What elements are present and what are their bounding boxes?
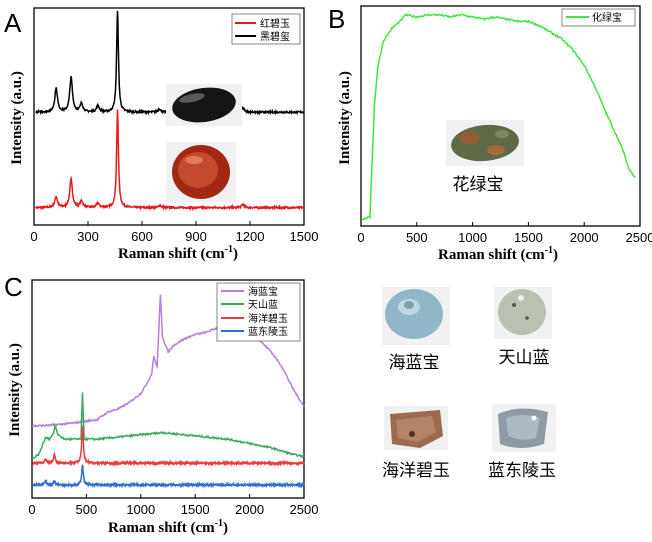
ocean-jasper-label: 海洋碧玉 <box>382 461 450 481</box>
panel-b-chart: 花绿宝 化绿宝 Raman shift (cm-1) Intensity (a.… <box>337 5 652 263</box>
black-stone-photo <box>166 84 242 126</box>
x-tick-label-panelC-2: 1000 <box>126 502 155 517</box>
panel-c-frame <box>31 279 305 499</box>
x-tick-label-panelA-3: 900 <box>185 229 207 244</box>
x-tick-label-panelA-0: 0 <box>30 229 37 244</box>
x-tick-label-panelB-0: 0 <box>357 230 364 245</box>
panel-letter-c: C <box>4 272 23 302</box>
legend-c-label-aquamarine: 海蓝宝 <box>248 285 278 298</box>
x-tick-label-panelB-5: 2500 <box>626 230 652 245</box>
x-tick-label-panelC-4: 2000 <box>235 502 264 517</box>
aquamarine-label: 海蓝宝 <box>389 353 440 373</box>
legend-c: 海蓝宝 天山蓝 海洋碧玉 蓝东陵玉 <box>216 282 301 342</box>
legend-b-label-unakite: 化绿宝 <box>592 11 622 24</box>
panel-a-frame <box>33 7 305 226</box>
x-tick-label-panelB-3: 1500 <box>514 230 543 245</box>
x-tick-label-panelC-1: 500 <box>76 502 98 517</box>
panel-c-chart: 海蓝宝 天山蓝 海洋碧玉 蓝东陵玉 Raman shift (cm-1) Int… <box>7 279 319 536</box>
legend-a-label-red-jasper: 红碧玉 <box>260 17 290 30</box>
legend-c-label-tianshan: 天山蓝 <box>248 299 278 311</box>
x-tick-label-panelC-0: 0 <box>28 502 35 517</box>
panel-a-y-axis-label: Intensity (a.u.) <box>9 71 25 165</box>
legend-c-label-ocean-jasper: 海洋碧玉 <box>248 312 288 325</box>
x-tick-label-panelC-3: 1500 <box>181 502 210 517</box>
x-tick-label-panelA-4: 1200 <box>236 229 265 244</box>
blue-aventurine-photo <box>492 404 556 452</box>
panel-b-x-axis-label: Raman shift (cm-1) <box>438 245 558 263</box>
blue-aventurine-label: 蓝东陵玉 <box>488 461 556 481</box>
legend-a-label-black-tourmaline: 黑碧玺 <box>260 30 290 43</box>
series-line-panelC-3 <box>32 464 305 489</box>
panel-c-y-axis-label: Intensity (a.u.) <box>7 343 23 437</box>
panel-b-photo-label: 花绿宝 <box>453 175 504 195</box>
panel-b-frame <box>360 5 641 227</box>
series-line-panelA-0 <box>35 109 305 212</box>
panel-a-x-axis-label: Raman shift (cm-1) <box>118 244 238 262</box>
x-tick-label-panelA-2: 600 <box>131 229 153 244</box>
panel-letter-b: B <box>328 4 345 34</box>
tianshan-blue-label: 天山蓝 <box>499 348 550 368</box>
x-tick-label-panelA-1: 300 <box>77 229 99 244</box>
panel-a-chart: 红碧玉 黑碧玺 Raman shift (cm-1) Intensity (a.… <box>9 7 319 262</box>
red-stone-photo <box>166 142 236 202</box>
legend-c-label-aventurine: 蓝东陵玉 <box>248 325 288 338</box>
series-line-panelC-2 <box>32 424 305 467</box>
legend-b: 化绿宝 <box>561 8 636 27</box>
x-tick-label-panelA-5: 1500 <box>290 229 319 244</box>
x-tick-label-panelC-5: 2500 <box>290 502 319 517</box>
x-tick-label-panelB-4: 2000 <box>570 230 599 245</box>
x-tick-label-panelB-2: 1000 <box>458 230 487 245</box>
panel-letter-a: A <box>4 8 22 38</box>
series-line-panelC-1 <box>31 392 305 460</box>
tianshan-blue-photo <box>494 287 552 339</box>
green-stone-photo <box>446 120 524 166</box>
ocean-jasper-photo <box>384 406 448 450</box>
series-line-panelB-0 <box>361 12 636 221</box>
panel-c-x-axis-label: Raman shift (cm-1) <box>108 518 228 536</box>
panel-b-y-axis-label: Intensity (a.u.) <box>337 71 353 165</box>
legend-a: 红碧玉 黑碧玺 <box>231 13 301 45</box>
aquamarine-photo <box>382 287 450 345</box>
x-tick-label-panelB-1: 500 <box>406 230 428 245</box>
